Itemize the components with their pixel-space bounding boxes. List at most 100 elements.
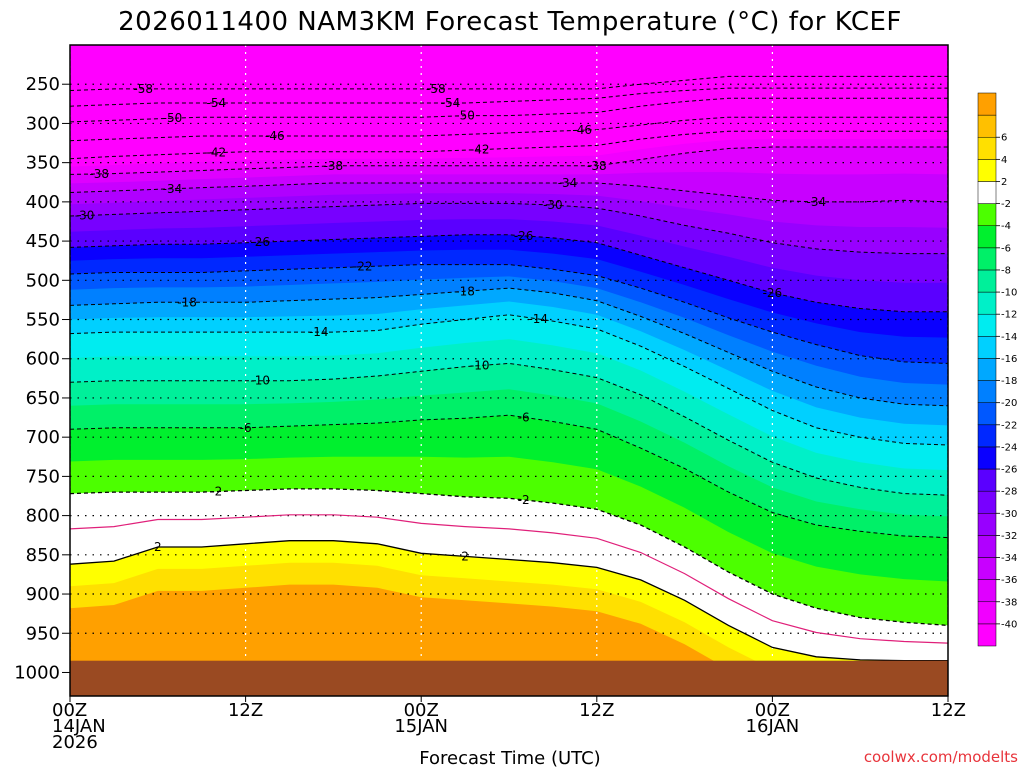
colorbar-label: -4 xyxy=(1001,221,1011,232)
colorbar-label: 6 xyxy=(1001,133,1007,144)
isotherm-label: -50 xyxy=(163,111,183,125)
y-axis: 250 300 350 400 450 500 550 600 650 700 750 800 850 9… xyxy=(14,74,70,683)
colorbar-label: -16 xyxy=(1001,354,1017,365)
y-tick-label: 300 xyxy=(26,113,60,134)
isotherm-label: -14 xyxy=(309,325,329,339)
plot-frame xyxy=(69,44,949,697)
isotherm-label: -54 xyxy=(207,96,227,110)
x-tick-label: 12Z xyxy=(931,700,966,721)
x-tick-label: 00Z xyxy=(52,700,87,721)
isotherm-label: -22 xyxy=(353,260,373,274)
y-tick-label: 400 xyxy=(26,192,60,213)
isotherm-label: -14 xyxy=(528,312,548,326)
y-tick-label: 1000 xyxy=(14,662,60,683)
x-tick-label: 16JAN xyxy=(746,716,800,737)
x-tick-label: 12Z xyxy=(579,700,614,721)
isotherm-label: -42 xyxy=(470,143,490,157)
surface-ground xyxy=(70,660,948,696)
isotherm-label: -2 xyxy=(518,493,530,507)
y-tick-label: 700 xyxy=(26,427,60,448)
colorbar-swatch xyxy=(977,225,997,249)
y-tick-label: 650 xyxy=(26,388,60,409)
colorbar-swatch xyxy=(977,601,997,625)
isotherm-label: 2 xyxy=(461,549,469,563)
x-tick-label: 15JAN xyxy=(394,716,448,737)
colorbar-label: -20 xyxy=(1001,398,1017,409)
colorbar-swatch xyxy=(977,114,997,138)
colorbar-swatch xyxy=(977,203,997,226)
colorbar-swatch xyxy=(977,358,997,381)
colorbar-swatch xyxy=(977,446,997,470)
isotherm-label: -34 xyxy=(558,176,578,190)
colorbar: -40-38-36-34-32-30-28-26-24-22-20-18-16-… xyxy=(977,92,1017,647)
x-tick-label: 00Z xyxy=(755,700,790,721)
colorbar-label: -10 xyxy=(1001,288,1017,299)
isotherm-contours xyxy=(70,75,948,662)
colorbar-swatch xyxy=(977,159,997,182)
isotherm-label: -54 xyxy=(441,96,461,110)
colorbar-swatch xyxy=(977,579,997,603)
isotherm-label: -30 xyxy=(75,208,95,222)
colorbar-label: -30 xyxy=(1001,509,1017,520)
isotherm-label: -38 xyxy=(587,159,607,173)
credit-text[interactable]: coolwx.com/modelts xyxy=(864,748,1018,766)
colorbar-label: -32 xyxy=(1001,531,1017,542)
colorbar-swatch xyxy=(977,181,997,204)
colorbar-label: -24 xyxy=(1001,442,1017,453)
x-tick-label: 14JAN xyxy=(52,716,106,737)
colorbar-swatch xyxy=(977,269,997,293)
isotherm-label: -42 xyxy=(207,146,227,160)
colorbar-swatch xyxy=(977,136,997,160)
colorbar-label: 2 xyxy=(1001,177,1007,188)
isotherm-label: -34 xyxy=(806,195,826,209)
colorbar-swatch xyxy=(977,623,997,647)
colorbar-label: -38 xyxy=(1001,597,1017,608)
isotherm-label: -46 xyxy=(265,129,285,143)
isotherm-label: -46 xyxy=(572,123,592,137)
colorbar-swatch xyxy=(977,402,997,426)
colorbar-label: -14 xyxy=(1001,332,1017,343)
colorbar-swatch xyxy=(977,336,997,359)
y-tick-label: 850 xyxy=(26,545,60,566)
colorbar-label: -28 xyxy=(1001,487,1017,498)
x-tick-label: 12Z xyxy=(228,700,263,721)
colorbar-label: -22 xyxy=(1001,420,1017,431)
x-tick-label: 00Z xyxy=(404,700,439,721)
isotherm-label: -2 xyxy=(210,485,222,499)
temperature-bands xyxy=(70,45,948,696)
y-tick-label: 750 xyxy=(26,466,60,487)
colorbar-label: -18 xyxy=(1001,376,1017,387)
isotherm-label: -26 xyxy=(250,235,270,249)
isotherm-label: -6 xyxy=(240,421,252,435)
y-tick-label: 950 xyxy=(26,623,60,644)
isotherm-label: -38 xyxy=(324,159,344,173)
colorbar-swatch xyxy=(977,490,997,514)
isotherm-label: -10 xyxy=(470,359,490,373)
colorbar-label: -8 xyxy=(1001,265,1011,276)
isotherm--30 xyxy=(70,202,948,255)
isotherm-label: -26 xyxy=(514,229,534,243)
y-tick-label: 350 xyxy=(26,153,60,174)
isotherm-label: -58 xyxy=(133,82,153,96)
isotherm-label: -18 xyxy=(455,284,475,298)
y-tick-label: 600 xyxy=(26,349,60,370)
isotherm-0 xyxy=(70,514,948,644)
isotherm-label: -34 xyxy=(163,182,183,196)
isotherm-label: -26 xyxy=(763,286,783,300)
x-tick-label: 2026 xyxy=(52,732,98,753)
colorbar-swatch xyxy=(977,380,997,403)
isotherm-label: 2 xyxy=(154,540,162,554)
colorbar-swatch xyxy=(977,92,997,116)
colorbar-swatch xyxy=(977,468,997,492)
isotherm-label: -30 xyxy=(543,198,563,212)
chart-title: 2026011400 NAM3KM Forecast Temperature (… xyxy=(118,7,902,37)
y-tick-label: 250 xyxy=(26,74,60,95)
isotherm-label: -38 xyxy=(89,167,109,181)
colorbar-label: -36 xyxy=(1001,575,1017,586)
colorbar-label: -26 xyxy=(1001,465,1017,476)
isotherm-label: -18 xyxy=(177,295,197,309)
isotherm-labels: -58 -58-54 -54-50 -50-46 -46-42 -42-38-38 -38-… xyxy=(75,82,826,563)
colorbar-swatch xyxy=(977,513,997,536)
